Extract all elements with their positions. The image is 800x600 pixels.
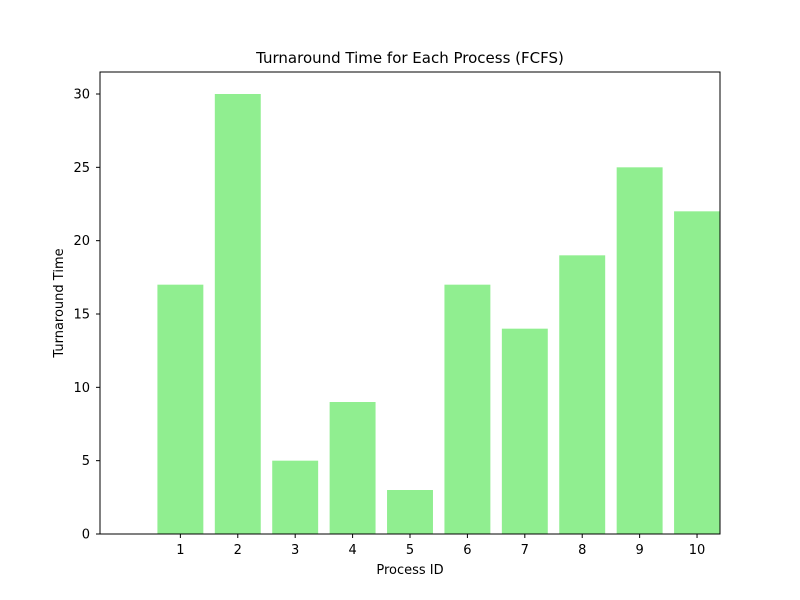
bar-process-2	[214, 94, 261, 534]
x-tick-label: 6	[463, 543, 471, 558]
bar-process-3	[272, 460, 319, 534]
bar-process-6	[444, 284, 491, 534]
bar-process-10	[674, 211, 720, 534]
y-tick-label: 5	[82, 454, 90, 469]
x-tick-label: 3	[291, 543, 299, 558]
x-axis-label: Process ID	[376, 563, 443, 578]
x-tick-label: 5	[406, 543, 414, 558]
bar-process-7	[501, 328, 548, 534]
bar-process-1	[157, 284, 204, 534]
bar-process-9	[616, 167, 663, 534]
y-tick-label: 20	[73, 234, 90, 249]
y-tick-label: 0	[82, 528, 90, 543]
x-tick-label: 9	[635, 543, 643, 558]
y-tick-label: 25	[73, 161, 90, 176]
x-tick-label: 4	[348, 543, 356, 558]
x-tick-label: 2	[234, 543, 242, 558]
axes-layer: 1 2 3 4 5 6 7 8 9 10 0 5 10 15 20 25 30	[73, 71, 721, 558]
x-tick-label: 8	[578, 543, 586, 558]
y-tick-label: 15	[73, 308, 90, 323]
y-tick-label: 30	[73, 88, 90, 103]
bar-process-4	[329, 402, 376, 534]
x-tick-label: 7	[521, 543, 529, 558]
x-tick-label: 10	[689, 543, 706, 558]
chart-title: Turnaround Time for Each Process (FCFS)	[255, 49, 564, 67]
y-axis-label: Turnaround Time	[52, 248, 67, 358]
bar-process-5	[387, 490, 433, 534]
bar-process-8	[559, 255, 606, 534]
x-tick-label: 1	[176, 543, 184, 558]
y-tick-label: 10	[73, 381, 90, 396]
bars-layer	[157, 94, 720, 534]
